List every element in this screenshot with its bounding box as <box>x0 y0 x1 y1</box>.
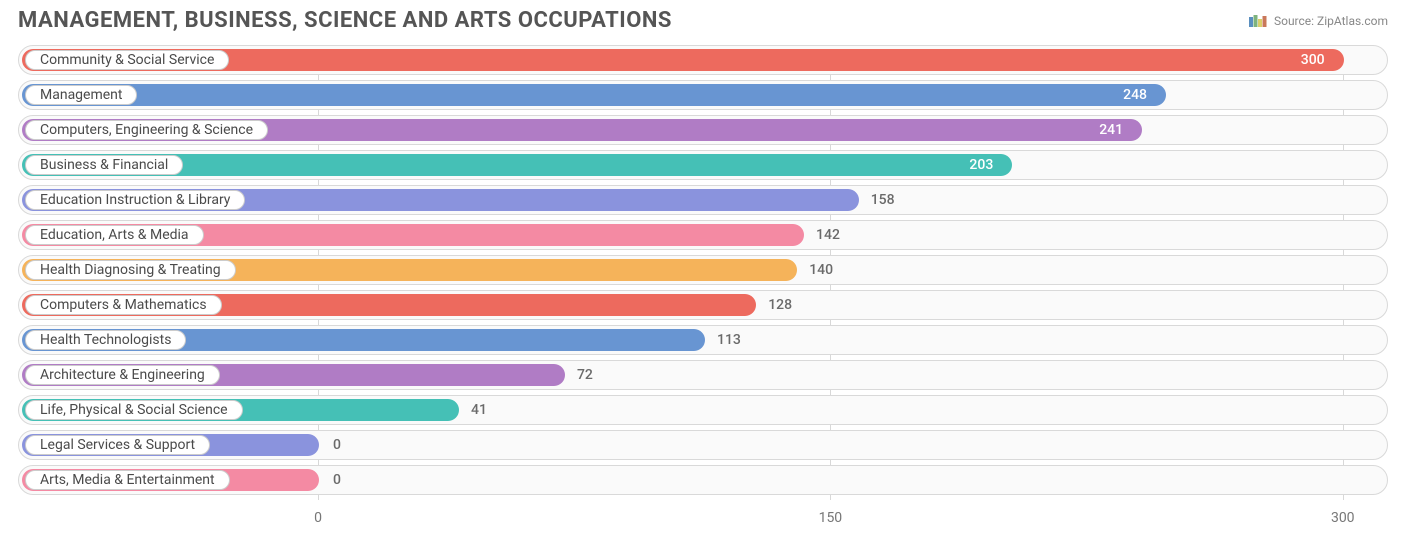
source-text: Source: ZipAtlas.com <box>1274 14 1388 28</box>
category-label-pill: Arts, Media & Entertainment <box>25 470 230 490</box>
category-label-pill: Life, Physical & Social Science <box>25 400 243 420</box>
bar-value-label: 158 <box>871 186 895 214</box>
bar-value-label: 140 <box>809 256 833 284</box>
category-label-pill: Legal Services & Support <box>25 435 210 455</box>
chart-header: MANAGEMENT, BUSINESS, SCIENCE AND ARTS O… <box>0 0 1406 39</box>
source-attribution: Source: ZipAtlas.com <box>1249 14 1388 28</box>
x-axis-tick-label: 0 <box>314 510 322 526</box>
category-label-pill: Architecture & Engineering <box>25 365 220 385</box>
bar-row: Education Instruction & Library 158 <box>18 185 1388 215</box>
bar-row: Management248 <box>18 80 1388 110</box>
bar-value-label: 0 <box>333 466 341 494</box>
category-label-pill: Health Technologists <box>25 330 186 350</box>
x-axis-tick-label: 300 <box>1331 510 1355 526</box>
bar-row: Life, Physical & Social Science 41 <box>18 395 1388 425</box>
bar-row: Health Diagnosing & Treating 140 <box>18 255 1388 285</box>
category-label-pill: Education, Arts & Media <box>25 225 204 245</box>
bar-row: Education, Arts & Media 142 <box>18 220 1388 250</box>
bars-container: Community & Social Service300Management2… <box>18 45 1388 528</box>
category-label-pill: Health Diagnosing & Treating <box>25 260 236 280</box>
category-label-pill: Computers, Engineering & Science <box>25 120 268 140</box>
chart-plot-area: Community & Social Service300Management2… <box>0 39 1406 528</box>
bar-row: Health Technologists 113 <box>18 325 1388 355</box>
chart-title: MANAGEMENT, BUSINESS, SCIENCE AND ARTS O… <box>18 8 672 33</box>
bar-row: Computers, Engineering & Science241 <box>18 115 1388 145</box>
category-label-pill: Computers & Mathematics <box>25 295 222 315</box>
category-label-pill: Education Instruction & Library <box>25 190 245 210</box>
category-label-pill: Management <box>25 85 137 105</box>
bar-value-label: 113 <box>717 326 741 354</box>
bar-row: Computers & Mathematics 128 <box>18 290 1388 320</box>
bar-row: Business & Financial203 <box>18 150 1388 180</box>
bar-row: Arts, Media & Entertainment 0 <box>18 465 1388 495</box>
bar-value-label: 128 <box>768 291 792 319</box>
category-label-pill: Community & Social Service <box>25 50 229 70</box>
bar-row: Architecture & Engineering 72 <box>18 360 1388 390</box>
category-label-pill: Business & Financial <box>25 155 183 175</box>
bar-row: Community & Social Service300 <box>18 45 1388 75</box>
bar-row: Legal Services & Support 0 <box>18 430 1388 460</box>
bar-value-label: 0 <box>333 431 341 459</box>
bar-fill <box>22 84 1166 106</box>
bar-value-label: 142 <box>816 221 840 249</box>
zipatlas-logo-icon <box>1249 15 1267 27</box>
x-axis-tick-label: 150 <box>819 510 843 526</box>
bar-value-label: 41 <box>471 396 487 424</box>
bar-value-label: 72 <box>577 361 593 389</box>
